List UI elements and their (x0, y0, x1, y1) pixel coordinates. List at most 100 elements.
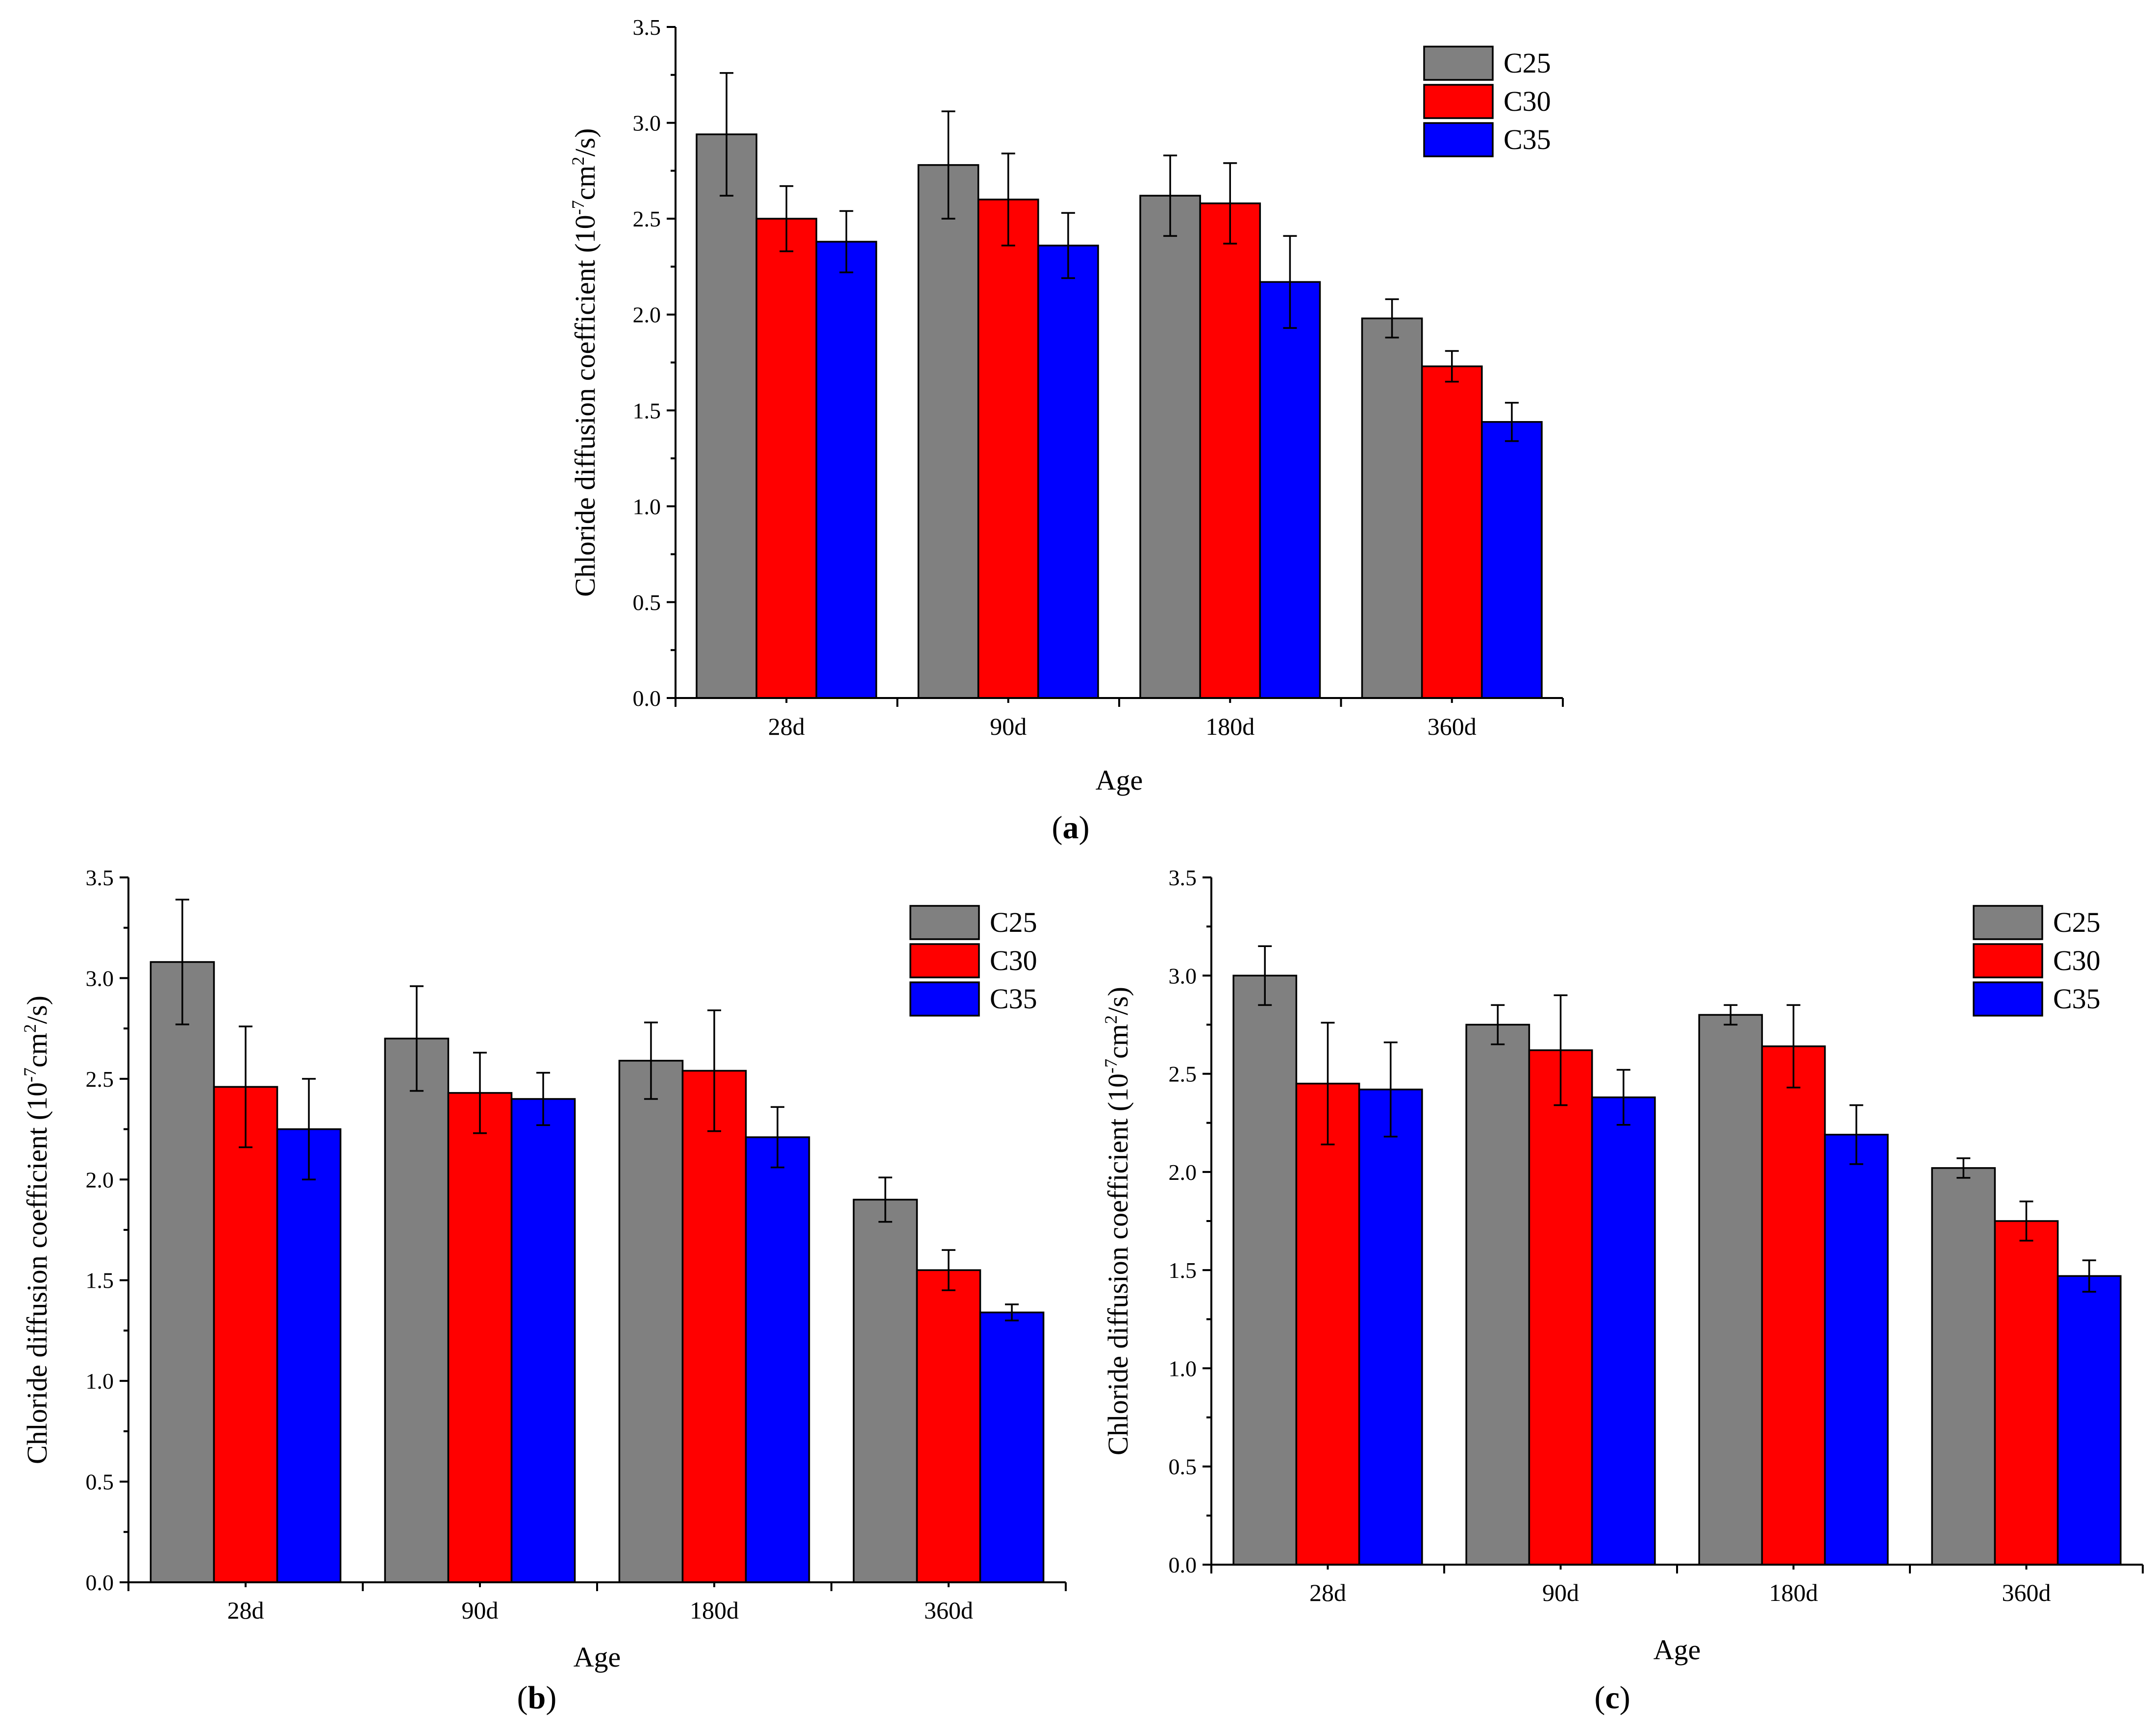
panel-c-y-tick-label: 3.5 (1169, 865, 1197, 890)
panel-c-y-tick-label: 1.0 (1169, 1356, 1197, 1381)
panel-c-errorbar-c25-360d (1956, 1157, 1971, 1179)
panel-a-x-axis-title: Age (1096, 764, 1143, 796)
panel-a-legend-label-c30: C30 (1504, 85, 1551, 117)
panel-c-errorbar-c30-28d (1321, 1022, 1335, 1146)
panel-c-legend-label-c30: C30 (2053, 945, 2101, 976)
panel-b-errorbar-c25-28d (175, 898, 189, 1025)
panel-c-bar-c30-360d (1994, 1220, 2059, 1566)
panel-c-errorbar-c25-28d (1258, 945, 1272, 1006)
panel-c-bar-c30-180d (1761, 1045, 1826, 1566)
panel-a-legend-swatch-c25 (1423, 46, 1494, 81)
panel-c-legend-swatch-c35 (1973, 981, 2043, 1017)
panel-b-bar-c25-90d (384, 1037, 450, 1583)
panel-c-bar-c25-28d (1232, 974, 1298, 1566)
panel-c-x-tick-label-360d: 360d (2002, 1579, 2051, 1606)
panel-a-y-axis-title: Chloride diffusion coefficient (10-7cm2/… (568, 128, 601, 597)
panel-a-errorbar-c30-360d (1445, 350, 1459, 383)
panel-c-errorbar-c35-90d (1616, 1069, 1630, 1126)
panel-a-errorbar-c25-360d (1385, 298, 1399, 339)
panel-a-legend-label-c35: C35 (1504, 124, 1551, 155)
panel-b-bar-c35-360d (979, 1311, 1045, 1583)
panel-a-errorbar-c35-28d (839, 210, 853, 274)
panel-b-y-tick-label: 2.5 (86, 1067, 114, 1092)
panel-a-bar-c30-28d (755, 218, 818, 699)
panel-a-errorbar-c35-360d (1504, 401, 1519, 442)
panel-b-bar-c25-360d (852, 1198, 918, 1583)
panel-b-y-tick-label: 3.5 (86, 865, 114, 890)
panel-c-errorbar-c35-28d (1383, 1041, 1398, 1138)
panel-a-x-tick-label-180d: 180d (1205, 713, 1254, 740)
panel-b-errorbar-c25-90d (409, 985, 424, 1092)
panel-a-legend-label-c25: C25 (1504, 47, 1551, 79)
panel-a-y-tick-label: 0.0 (633, 686, 661, 711)
panel-c-errorbar-c25-180d (1724, 1004, 1738, 1026)
panel-c-bar-c25-90d (1465, 1023, 1530, 1566)
panel-c-legend-label-c35: C35 (2053, 983, 2101, 1015)
panel-b-bar-c25-180d (618, 1060, 684, 1583)
panel-b-x-tick-label-180d: 180d (690, 1597, 739, 1624)
panel-b-y-tick-label: 0.5 (86, 1470, 114, 1495)
panel-c-x-tick-label-90d: 90d (1542, 1579, 1579, 1606)
panel-c-bar-c30-90d (1528, 1049, 1593, 1566)
panel-c-y-tick-label: 0.0 (1169, 1552, 1197, 1577)
panel-a-y-tick-label: 0.5 (633, 590, 661, 615)
panel-b-bar-c30-90d (447, 1092, 513, 1583)
panel-c-errorbar-c30-90d (1554, 994, 1568, 1106)
panel-c-bar-c35-360d (2056, 1275, 2122, 1566)
panel-b-y-axis-title: Chloride diffusion coefficient (10-7cm2/… (20, 996, 53, 1464)
panel-a-bar-c30-180d (1199, 202, 1261, 699)
panel-a-bar-c25-28d (696, 133, 757, 699)
panel-a-y-tick-label: 3.0 (633, 111, 661, 136)
panel-a-bar-c30-90d (977, 199, 1039, 699)
panel-c-y-tick-label: 0.5 (1169, 1454, 1197, 1479)
panel-a-errorbar-c35-90d (1061, 212, 1075, 279)
panel-b-errorbar-c30-360d (942, 1249, 955, 1292)
panel-b-errorbar-c35-360d (1005, 1303, 1019, 1322)
panel-a-legend-swatch-c30 (1423, 84, 1494, 119)
panel-b-legend-swatch-c35 (909, 981, 980, 1017)
panel-b-errorbar-c35-90d (536, 1072, 551, 1126)
panel-c-bar-c25-360d (1931, 1167, 1996, 1566)
panel-a-errorbar-c35-180d (1283, 235, 1297, 329)
panel-c-legend-swatch-c25 (1973, 905, 2043, 940)
panel-a-errorbar-c25-180d (1163, 154, 1178, 237)
panel-c-x-tick-label-180d: 180d (1769, 1579, 1818, 1606)
panel-a-errorbar-c25-28d (720, 72, 734, 197)
panel-b-errorbar-c35-180d (771, 1106, 785, 1169)
panel-b-errorbar-c30-180d (707, 1009, 721, 1132)
panel-b-x-tick-label-28d: 28d (227, 1597, 264, 1624)
panel-b-y-tick-label: 2.0 (86, 1167, 114, 1192)
panel-b-legend-swatch-c30 (909, 943, 980, 978)
panel-b-x-tick-label-360d: 360d (924, 1597, 973, 1624)
panel-a-caption: (a) (1052, 810, 1090, 846)
panel-c-x-axis-title: Age (1654, 1634, 1701, 1666)
panel-c-y-tick-label: 2.5 (1169, 1062, 1197, 1087)
panel-b-bar-c25-28d (150, 961, 215, 1583)
panel-c-errorbar-c30-360d (2019, 1200, 2033, 1242)
panel-b-y-tick-label: 0.0 (86, 1570, 114, 1595)
panel-a-y-tick-label: 2.5 (633, 206, 661, 231)
panel-a-bar-c35-28d (815, 241, 877, 699)
panel-b-legend: C25 C30 C35 (909, 905, 1037, 1017)
panel-a-legend: C25 C30 C35 (1423, 46, 1551, 157)
panel-b-y-tick-label: 1.5 (86, 1268, 114, 1293)
panel-c-y-tick-label: 1.5 (1169, 1258, 1197, 1283)
panel-a-bar-c35-90d (1037, 245, 1099, 699)
panel-b-errorbar-c30-90d (473, 1051, 487, 1134)
panel-c-errorbar-c25-90d (1491, 1004, 1505, 1046)
panel-c-legend-label-c25: C25 (2053, 906, 2101, 938)
panel-c-errorbar-c30-180d (1786, 1004, 1801, 1089)
panel-a-x-tick-label-360d: 360d (1428, 713, 1477, 740)
chart-panel-c: 0.0 0.5 1.0 1.5 2.0 2.5 3.0 3.5 28d 90d 180d 360d Ag… (1101, 865, 2144, 1666)
panel-a-bar-c25-180d (1139, 195, 1201, 699)
panel-a-bar-c35-180d (1259, 281, 1321, 699)
panel-a-bar-c25-90d (917, 164, 979, 699)
panel-b-bar-c30-28d (213, 1086, 278, 1583)
panel-c-bar-c25-180d (1698, 1014, 1763, 1566)
panel-c-errorbar-c35-360d (2082, 1259, 2096, 1293)
panel-c-y-tick-label: 3.0 (1169, 963, 1197, 988)
panel-b-bar-c30-360d (916, 1269, 981, 1583)
panel-b-bar-c35-180d (745, 1136, 810, 1583)
panel-a-errorbar-c30-90d (1001, 152, 1015, 247)
